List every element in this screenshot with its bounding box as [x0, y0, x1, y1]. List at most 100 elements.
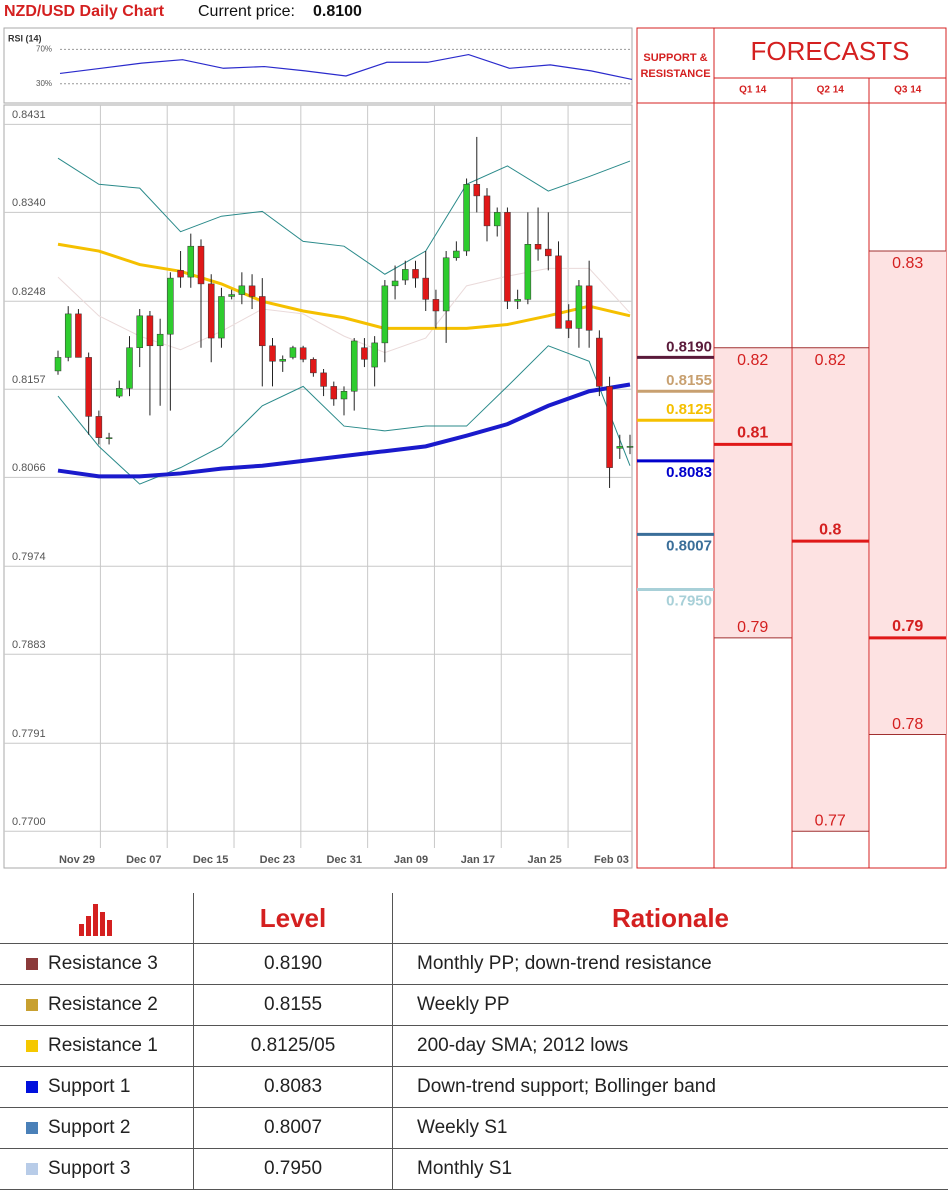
level-cell-text: 0.8007	[263, 1117, 323, 1138]
legend-swatch	[26, 1080, 38, 1093]
y-tick-label: 0.7791	[12, 728, 46, 740]
candle-body	[187, 245, 195, 278]
candle-body	[126, 347, 133, 389]
candle-body	[238, 285, 246, 295]
name-cell: Support 3	[0, 1148, 194, 1190]
level-cell-text: 0.8083	[263, 1076, 323, 1097]
candle-body	[361, 347, 368, 360]
table-row: Resistance 1 0.8125/05 200-day SMA; 2012 l…	[0, 1025, 948, 1067]
rationale-cell-text: Monthly PP; down-trend resistance	[417, 953, 712, 974]
level-cell: 0.8190	[193, 943, 393, 985]
level-label: 0.7950	[666, 592, 712, 609]
overlay-line	[57, 157, 631, 275]
candle-body	[167, 277, 174, 335]
table-row: Support 1 0.8083 Down-trend support; Bolli…	[0, 1066, 948, 1108]
name-cell: Support 1	[0, 1066, 194, 1108]
name-cell: Resistance 1	[0, 1025, 194, 1067]
y-tick-label: 0.8248	[12, 286, 46, 298]
quarter-label: Q3 14	[894, 85, 922, 96]
candle-body	[493, 212, 501, 227]
rationale-cell: Monthly S1	[392, 1148, 948, 1190]
price: 0.8100	[313, 3, 362, 20]
x-tick-label: Feb 03	[594, 854, 629, 866]
candle-body	[269, 345, 276, 362]
table-header-cell: Level	[193, 893, 393, 944]
candle-body	[616, 446, 624, 449]
candle-body	[116, 388, 123, 397]
candle-body	[289, 347, 297, 358]
level-cell-text: 0.8155	[263, 994, 323, 1015]
y-tick-label: 0.7883	[12, 639, 46, 651]
forecast-range	[870, 251, 946, 735]
level-cell-text: 0.8190	[263, 953, 323, 974]
candle-body	[310, 359, 317, 374]
legend-swatch	[26, 1162, 38, 1175]
candle-body	[422, 277, 429, 300]
overlay-line	[57, 382, 631, 479]
x-tick-label: Dec 15	[193, 854, 228, 866]
chart: NZD/USD Daily Chart Current price: 0.810…	[3, 3, 947, 869]
candle-body	[248, 285, 256, 297]
candle-body	[207, 283, 215, 339]
candle-body	[218, 296, 225, 339]
level-cell-text: 0.7950	[263, 1158, 323, 1179]
forecast-mid-label: 0.79	[892, 618, 923, 635]
x-tick-label: Dec 07	[126, 854, 161, 866]
candle-body	[320, 372, 327, 387]
candle-body	[412, 269, 419, 279]
level-cell: 0.7950	[193, 1148, 393, 1190]
candle-body	[483, 195, 491, 227]
forecast-mid-label: 0.8	[819, 521, 841, 538]
rationale-cell-text: Monthly S1	[417, 1158, 513, 1179]
x-tick-label: Jan 09	[394, 854, 428, 866]
candle-body	[391, 280, 399, 287]
level-cell-text: 0.8125/05	[250, 1035, 336, 1056]
quarter-label: Q1 14	[739, 85, 767, 96]
candle-body	[565, 320, 572, 329]
candle-body	[504, 212, 511, 302]
level-cell: 0.8125/05	[193, 1025, 393, 1067]
legend-swatch	[26, 1121, 38, 1134]
candle-body	[524, 244, 532, 300]
rationale-cell-text: Down-trend support; Bollinger band	[417, 1076, 716, 1097]
legend-swatch	[26, 957, 38, 970]
y-tick-label: 0.8431	[12, 109, 46, 121]
rsi-frame	[3, 27, 633, 104]
y-tick-label: 70%	[36, 45, 52, 54]
candle-body	[197, 245, 205, 285]
candle-body	[259, 296, 266, 347]
candle-body	[575, 285, 583, 329]
candle-body	[136, 315, 143, 348]
levels-title: SUPPORT & RESISTANCE	[640, 52, 711, 80]
candle-body	[177, 270, 184, 278]
level-name: Resistance 1	[48, 1035, 158, 1056]
level-label: 0.8155	[666, 372, 712, 389]
icon	[78, 904, 112, 936]
candle-body	[156, 333, 164, 347]
forecast-mid-label: 0.81	[737, 425, 768, 442]
x-tick-label: Dec 23	[260, 854, 295, 866]
candle-body	[381, 285, 389, 344]
candle-body	[514, 299, 521, 302]
forecast-high-label: 0.83	[892, 255, 923, 272]
level-name: Support 2	[48, 1117, 131, 1138]
candle-body	[95, 416, 103, 438]
x-tick-label: Nov 29	[59, 854, 95, 866]
rationale-cell-text: Weekly S1	[417, 1117, 508, 1138]
table-row: Resistance 3 0.8190 Monthly PP; down-trend…	[0, 943, 948, 985]
rationale-cell: Weekly S1	[392, 1107, 948, 1149]
rsi-line	[59, 53, 633, 81]
levels-table: Level Rationale Resistance 3 0.8190 Monthl…	[0, 893, 948, 1190]
table-header: Level Rationale	[0, 893, 948, 944]
rationale-cell: Weekly PP	[392, 984, 948, 1026]
price-frame	[3, 104, 633, 869]
candle-body	[463, 184, 470, 252]
level-label: 0.8125	[666, 401, 712, 418]
table-row: Support 2 0.8007 Weekly S1	[0, 1107, 948, 1149]
forecast-range	[715, 347, 791, 638]
overlay-line	[57, 267, 631, 354]
level-label: 0.8190	[666, 338, 712, 355]
candle-body	[442, 257, 450, 312]
candle-body	[432, 299, 440, 312]
candle-body	[75, 313, 82, 358]
